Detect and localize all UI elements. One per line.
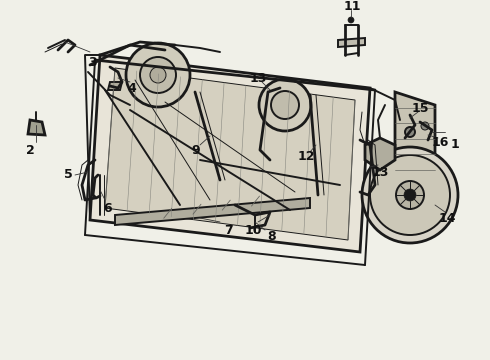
Circle shape (259, 79, 311, 131)
Text: 16: 16 (431, 135, 449, 148)
Polygon shape (28, 120, 45, 135)
Circle shape (404, 189, 416, 201)
Text: 9: 9 (192, 144, 200, 157)
Text: 8: 8 (268, 230, 276, 243)
Circle shape (405, 127, 415, 137)
Text: 1: 1 (451, 139, 460, 152)
Text: 4: 4 (127, 81, 136, 94)
Circle shape (140, 57, 176, 93)
Text: 7: 7 (223, 224, 232, 237)
Circle shape (362, 147, 458, 243)
Circle shape (126, 43, 190, 107)
Text: 13: 13 (249, 72, 267, 85)
Circle shape (396, 181, 424, 209)
Text: 6: 6 (104, 202, 112, 215)
Polygon shape (115, 198, 310, 225)
Text: 3: 3 (88, 55, 97, 68)
Circle shape (150, 67, 166, 83)
Polygon shape (365, 138, 395, 170)
Text: 15: 15 (411, 102, 429, 114)
Text: 13: 13 (371, 166, 389, 179)
Polygon shape (105, 68, 355, 240)
Text: 2: 2 (25, 144, 34, 157)
Circle shape (421, 122, 429, 130)
Text: 10: 10 (244, 224, 262, 237)
Circle shape (348, 17, 354, 23)
Polygon shape (90, 55, 370, 252)
Polygon shape (338, 38, 365, 47)
Polygon shape (108, 82, 122, 90)
Circle shape (271, 91, 299, 119)
Polygon shape (395, 92, 435, 185)
Circle shape (370, 155, 450, 235)
Text: 12: 12 (297, 150, 315, 163)
Text: 5: 5 (64, 168, 73, 181)
Text: 11: 11 (343, 0, 361, 13)
Text: 14: 14 (438, 211, 456, 225)
